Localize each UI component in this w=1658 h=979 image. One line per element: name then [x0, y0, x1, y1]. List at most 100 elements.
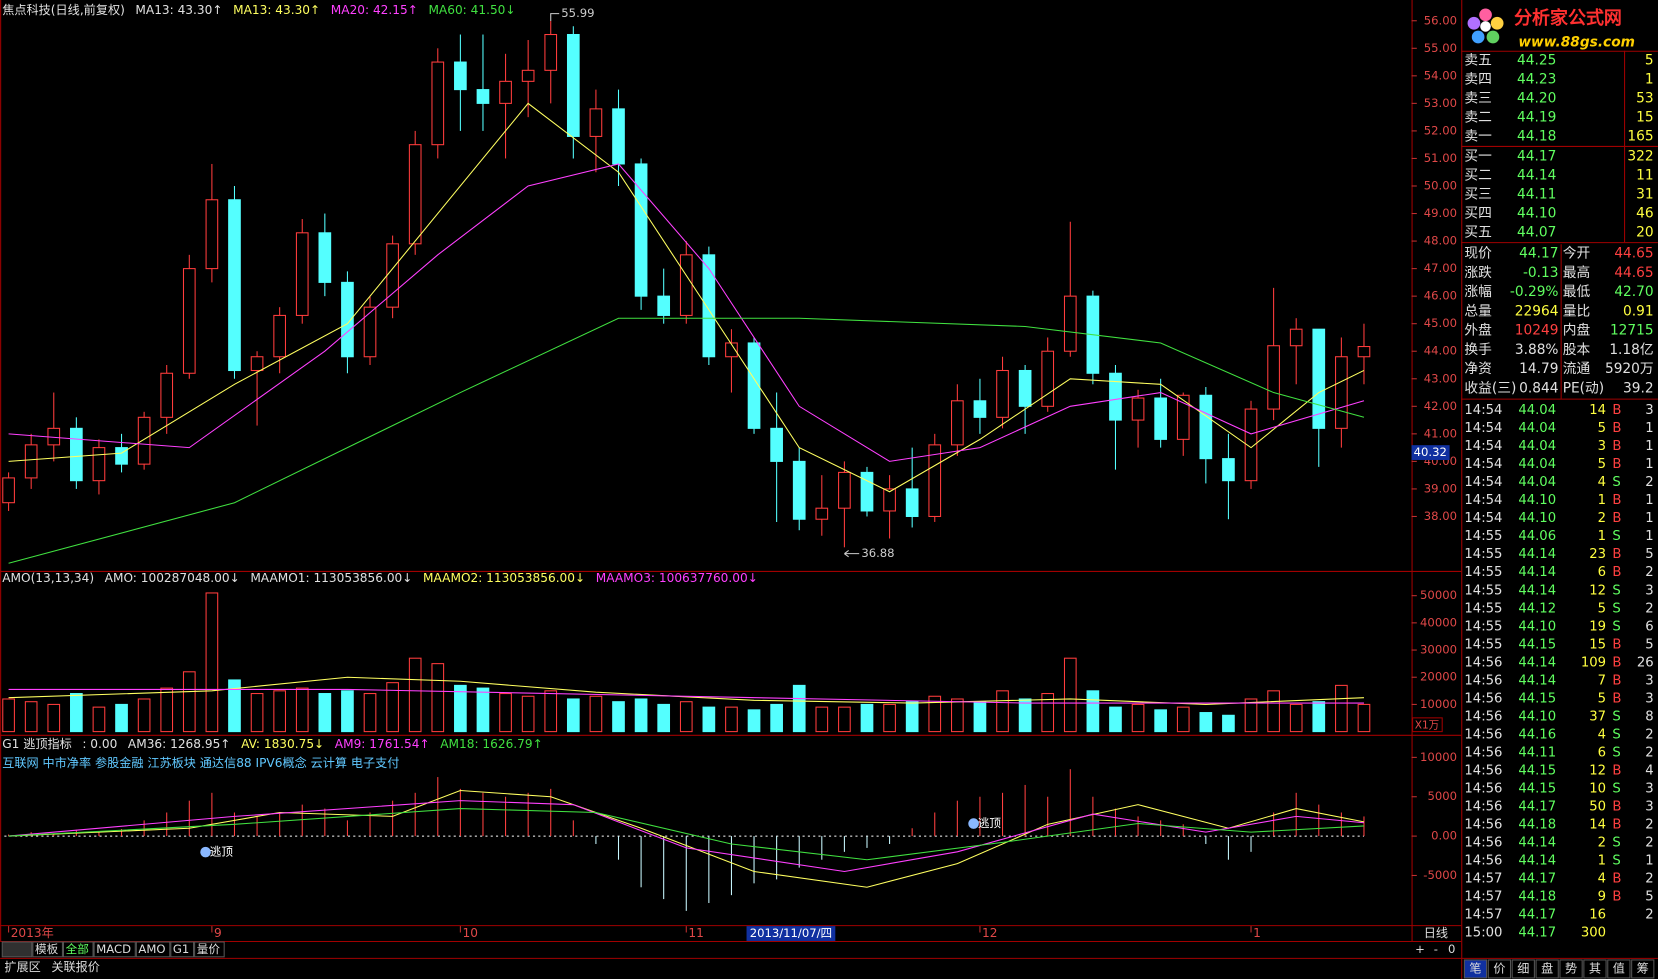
candle-body	[928, 444, 942, 517]
side-tab[interactable]: 笔	[1469, 960, 1481, 975]
trade-v: 12	[1589, 763, 1606, 778]
trade-n: 2	[1645, 565, 1653, 580]
trade-t: 14:56	[1464, 799, 1502, 814]
trade-t: 14:56	[1464, 727, 1502, 742]
trade-s: B	[1612, 799, 1621, 814]
trade-v: 19	[1589, 619, 1606, 634]
trade-p: 44.04	[1518, 457, 1556, 472]
y-tick-label: 52.00	[1424, 123, 1457, 137]
candle-body	[725, 342, 738, 358]
trade-t: 14:55	[1464, 547, 1502, 562]
legend-label: AM9: 1761.54↑	[335, 737, 430, 751]
side-tab[interactable]: 值	[1613, 960, 1625, 975]
trade-v: 6	[1598, 565, 1606, 580]
book-volume: 1	[1645, 71, 1654, 87]
trade-t: 14:56	[1464, 673, 1502, 688]
trade-s: B	[1612, 763, 1621, 778]
cursor-price: 40.32	[1414, 445, 1447, 459]
trade-n: 2	[1645, 745, 1653, 760]
trade-p: 44.18	[1518, 817, 1556, 832]
book-volume: 322	[1627, 148, 1653, 164]
indicator-tab[interactable]: 模板	[35, 942, 59, 956]
trade-v: 1	[1598, 493, 1606, 508]
legend-label: AMO: 100287048.00↓	[105, 571, 240, 585]
volume-bar	[702, 706, 716, 733]
stat-label: 外盘	[1464, 322, 1492, 339]
trade-s: S	[1612, 745, 1620, 760]
side-tab[interactable]: 其	[1589, 961, 1601, 975]
side-tab[interactable]: 筹	[1637, 961, 1649, 975]
candle-body	[702, 254, 716, 358]
trade-n: 5	[1645, 637, 1653, 652]
candle-body	[1199, 394, 1213, 460]
trade-n: 1	[1645, 853, 1653, 868]
stat-value: -0.29%	[1510, 284, 1559, 300]
period-label[interactable]: 日线	[1424, 926, 1448, 940]
indicator-tab[interactable]: 全部	[66, 942, 89, 956]
side-tab[interactable]: 势	[1565, 961, 1577, 975]
stat-label: 流通	[1563, 361, 1591, 377]
trade-t: 14:54	[1464, 457, 1502, 472]
y-tick-label: 50.00	[1424, 178, 1457, 192]
side-tab[interactable]: 盘	[1541, 960, 1553, 975]
stat-label: 量比	[1563, 303, 1590, 319]
y-tick-label: 42.00	[1424, 399, 1457, 413]
y-tick-label: 30000	[1420, 643, 1457, 657]
candle-body	[160, 372, 174, 418]
candle-body	[1154, 397, 1167, 440]
stat-label: 今开	[1563, 246, 1591, 262]
trade-s: B	[1612, 547, 1621, 562]
bottom-tab[interactable]: 扩展区	[4, 960, 40, 974]
indicator-line	[8, 808, 1364, 861]
y-tick-label: 41.00	[1424, 426, 1457, 440]
trade-p: 44.15	[1518, 691, 1556, 706]
volume-bar	[1086, 690, 1100, 733]
stat-label: 现价	[1464, 246, 1492, 262]
bottom-tab[interactable]: 关联报价	[51, 959, 100, 974]
trade-n: 3	[1645, 673, 1653, 688]
legend-label: 焦点科技(日线,前复权)	[2, 2, 125, 17]
indicator-tab[interactable]: AMO	[138, 942, 165, 956]
candle-body	[2, 477, 15, 504]
x-tick-label: 1	[1253, 926, 1261, 940]
volume-bar	[341, 690, 354, 733]
zoom-button[interactable]: -	[1434, 942, 1438, 956]
zoom-button[interactable]: +	[1415, 942, 1425, 956]
volume-bar	[521, 695, 535, 733]
trade-p: 44.17	[1518, 799, 1556, 814]
trade-t: 14:54	[1464, 403, 1502, 418]
volume-bar	[544, 690, 558, 733]
indicator-tab[interactable]: G1	[173, 942, 189, 956]
trade-t: 14:54	[1464, 493, 1502, 508]
zoom-button[interactable]: 0	[1448, 942, 1455, 956]
y-tick-label: 51.00	[1424, 151, 1457, 165]
trade-v: 5	[1598, 421, 1606, 436]
trade-n: 26	[1637, 655, 1654, 670]
volume-bar	[499, 693, 512, 733]
side-tab[interactable]: 价	[1493, 961, 1505, 975]
volume-bar	[1199, 712, 1213, 733]
volume-bar	[1109, 706, 1122, 733]
trade-v: 3	[1598, 439, 1606, 454]
indicator-tab[interactable]: 量价	[197, 942, 221, 956]
trade-s: S	[1612, 475, 1620, 490]
trade-n: 1	[1645, 511, 1653, 526]
trade-s: S	[1612, 835, 1620, 850]
trade-n: 3	[1645, 799, 1653, 814]
volume-bar	[747, 709, 761, 733]
y-tick-label: 53.00	[1424, 96, 1457, 110]
trade-t: 14:54	[1464, 439, 1502, 454]
side-tab[interactable]: 细	[1517, 961, 1529, 975]
book-price: 44.20	[1517, 90, 1556, 106]
volume-bar	[1063, 657, 1077, 733]
candle-body	[318, 232, 332, 283]
indicator-tab[interactable]: MACD	[96, 942, 131, 956]
trade-n: 1	[1645, 493, 1653, 508]
cursor-price-box	[1411, 445, 1450, 460]
trade-t: 14:56	[1464, 745, 1502, 760]
trade-v: 4	[1598, 871, 1606, 886]
x-tick-label: 10	[462, 926, 477, 940]
trade-p: 44.04	[1518, 475, 1556, 490]
trade-v: 5	[1598, 601, 1606, 616]
